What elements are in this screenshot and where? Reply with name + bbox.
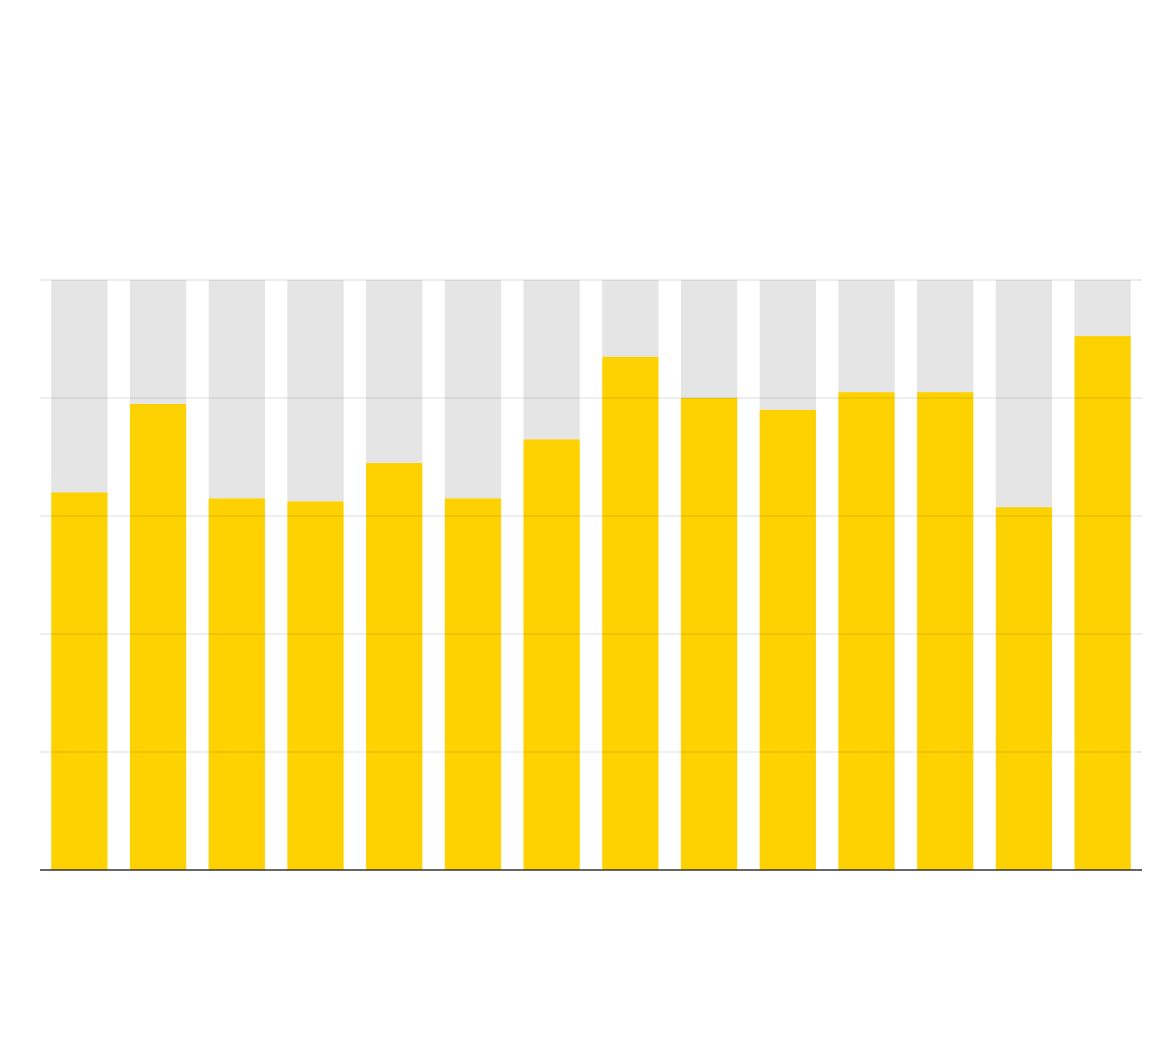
bar-segment [287,280,344,502]
bar-segment [444,280,502,499]
bar-segment [995,507,1053,870]
bar-segment [838,280,895,393]
bar-segment [287,501,344,870]
bar-segment [995,280,1053,508]
bar-segment [208,280,265,499]
bar-segment [523,280,580,440]
bar-segment [208,498,265,870]
bar-segment [759,280,816,410]
bar-segment [366,280,423,463]
bar-segment [1074,336,1131,870]
bar-segment [51,280,108,493]
bar-segment [917,280,974,393]
bar-segment [838,392,895,870]
bar-segment [917,392,974,870]
bar-segment [366,462,423,870]
bar-segment [759,409,816,870]
bar-segment [51,492,108,870]
bar-segment [129,403,187,870]
bar-segment [680,398,738,870]
bar-segment [602,280,659,357]
bar-segment [602,356,659,870]
bar-segment [129,280,187,404]
bar-segment [680,280,738,398]
bar-segment [523,439,580,870]
bar-segment [1074,280,1131,337]
bar-segment [444,498,502,870]
